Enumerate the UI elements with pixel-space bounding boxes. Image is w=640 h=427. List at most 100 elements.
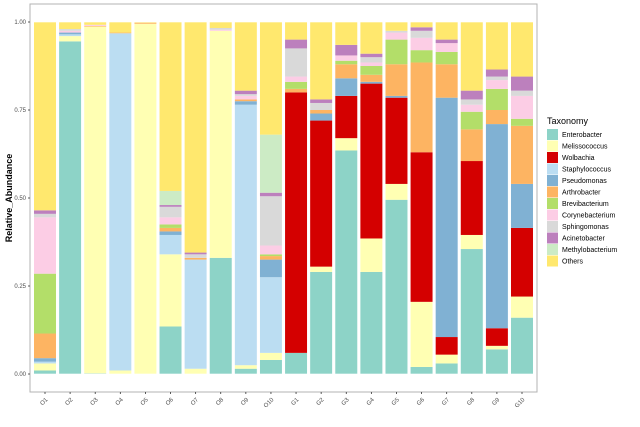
legend-label: Sphingomonas <box>562 224 609 231</box>
bar-segment-G3-melissococcus <box>334 138 358 151</box>
legend-label: Wolbachia <box>562 155 595 162</box>
bar-segment-O9-staphylococcus <box>234 104 258 366</box>
bar-segment-G7-pseudomonas <box>435 97 458 338</box>
bar-segment-O10-pseudomonas <box>259 259 283 278</box>
bar-segment-G5-enterobacter <box>385 199 408 374</box>
bar-segment-G3-arthrobacter <box>334 64 358 79</box>
bar-stack-O5 <box>134 22 157 374</box>
bar-segment-G3-wolbachia <box>334 95 358 139</box>
x-tick-label: G6 <box>416 397 426 407</box>
bar-segment-G1-others <box>284 22 308 40</box>
bar-segment-O6-others <box>159 22 182 191</box>
bar-stack-O8 <box>209 22 233 374</box>
bar-segment-G2-others <box>309 22 333 100</box>
bar-segment-G10-enterobacter <box>510 317 534 374</box>
bar-outline-G2 <box>309 21 333 375</box>
bar-stack-O7 <box>184 22 207 374</box>
bar-segment-G6-others <box>410 22 433 28</box>
x-tick-label: O4 <box>115 397 125 407</box>
bar-segment-O1-pseudomonas <box>33 358 57 362</box>
bar-segment-O6-sphingomonas <box>159 206 182 218</box>
bar-outline-G4 <box>359 21 383 375</box>
bar-segment-O1-melissococcus <box>33 363 57 371</box>
x-tick-label: G10 <box>514 397 527 410</box>
bar-segment-O5-melissococcus <box>134 23 157 374</box>
bar-stack-O1 <box>33 22 57 374</box>
bar-segment-G10-pseudomonas <box>510 183 534 228</box>
bar-segment-O10-others <box>259 22 283 135</box>
bar-stack-O2 <box>58 22 82 375</box>
bar-segment-G6-corynebacterium <box>410 37 433 51</box>
bar-segment-G5-corynebacterium <box>385 32 408 40</box>
bar-segment-G8-acinetobacter <box>460 90 484 100</box>
bar-segment-G8-enterobacter <box>460 249 484 374</box>
bar-segment-G7-corynebacterium <box>435 43 458 52</box>
legend-key-wolbachia <box>547 152 558 163</box>
bar-segment-G10-sphingomonas <box>510 90 534 96</box>
bar-segment-O4-melissococcus <box>109 370 132 374</box>
bar-segment-G7-others <box>435 22 458 40</box>
bar-segment-O6-acinetobacter <box>159 205 182 207</box>
bar-segment-O3-others <box>83 22 107 25</box>
y-tick-label: 1.00 <box>14 20 26 26</box>
bar-segment-O10-melissococcus <box>259 352 283 360</box>
legend-label: Enterobacter <box>562 132 603 139</box>
bar-stack-G8 <box>460 22 484 374</box>
bar-segment-O4-staphylococcus <box>109 33 132 371</box>
legend-label: Brevibacterium <box>562 201 609 208</box>
bar-stack-G6 <box>410 22 433 374</box>
bar-segment-G9-arthrobacter <box>485 110 509 125</box>
bar-stack-O9 <box>234 22 258 374</box>
bar-segment-O10-enterobacter <box>259 359 283 374</box>
bar-segment-G2-acinetobacter <box>309 99 333 103</box>
bar-segment-G1-brevibacterium <box>284 81 308 89</box>
bar-segment-G7-enterobacter <box>435 363 458 374</box>
bar-segment-G8-melissococcus <box>460 234 484 250</box>
x-tick-label: O8 <box>215 397 225 407</box>
bars-group <box>33 21 534 375</box>
bar-segment-O7-sphingomonas <box>184 254 207 258</box>
bar-segment-G3-others <box>334 22 358 45</box>
x-tick-label: G5 <box>391 397 401 407</box>
bar-segment-O10-brevibacterium <box>259 254 283 257</box>
bar-segment-G5-arthrobacter <box>385 64 408 96</box>
bar-segment-O1-others <box>33 22 57 211</box>
x-tick-label: G9 <box>491 397 501 407</box>
bar-segment-G9-others <box>485 22 509 70</box>
bar-segment-G9-pseudomonas <box>485 124 509 329</box>
bar-outline-O8 <box>209 21 233 375</box>
bar-segment-O10-arthrobacter <box>259 256 283 260</box>
bar-segment-G4-sphingomonas <box>360 57 383 63</box>
bar-segment-O8-corynebacterium <box>209 29 233 31</box>
bar-segment-O2-staphylococcus <box>58 34 82 37</box>
bar-segment-G10-acinetobacter <box>510 76 534 91</box>
legend-label: Others <box>562 259 584 266</box>
x-tick-label: G8 <box>466 397 476 407</box>
bar-outline-O9 <box>234 21 258 375</box>
legend-key-others <box>547 255 558 267</box>
bar-segment-O9-arthrobacter <box>234 99 258 102</box>
bar-stack-G4 <box>360 22 383 374</box>
bar-segment-O10-corynebacterium <box>259 245 283 255</box>
bar-segment-O8-sphingomonas <box>209 27 233 30</box>
legend-label: Corynebacterium <box>562 213 615 220</box>
bar-outline-G10 <box>510 21 534 375</box>
bar-outline-G6 <box>409 21 434 375</box>
y-tick-label: 0.50 <box>14 196 26 202</box>
bar-outline-O1 <box>33 21 57 375</box>
bar-segment-G10-melissococcus <box>510 296 534 318</box>
bar-outline-G3 <box>334 21 358 375</box>
bar-segment-G7-brevibacterium <box>435 51 458 65</box>
bar-segment-G7-melissococcus <box>435 354 458 364</box>
bar-stack-G7 <box>435 22 458 374</box>
bar-segment-G10-corynebacterium <box>510 95 534 119</box>
legend-key-enterobacter <box>547 129 558 140</box>
y-tick-label: 0.25 <box>14 284 26 290</box>
bar-segment-G10-others <box>510 22 534 77</box>
bar-segment-O8-others <box>209 22 233 28</box>
bar-segment-G9-melissococcus <box>485 345 509 350</box>
bar-segment-G6-enterobacter <box>410 366 433 374</box>
x-tick-label: G1 <box>291 397 301 407</box>
bar-segment-G8-sphingomonas <box>460 99 484 105</box>
bar-segment-G10-arthrobacter <box>510 125 534 184</box>
